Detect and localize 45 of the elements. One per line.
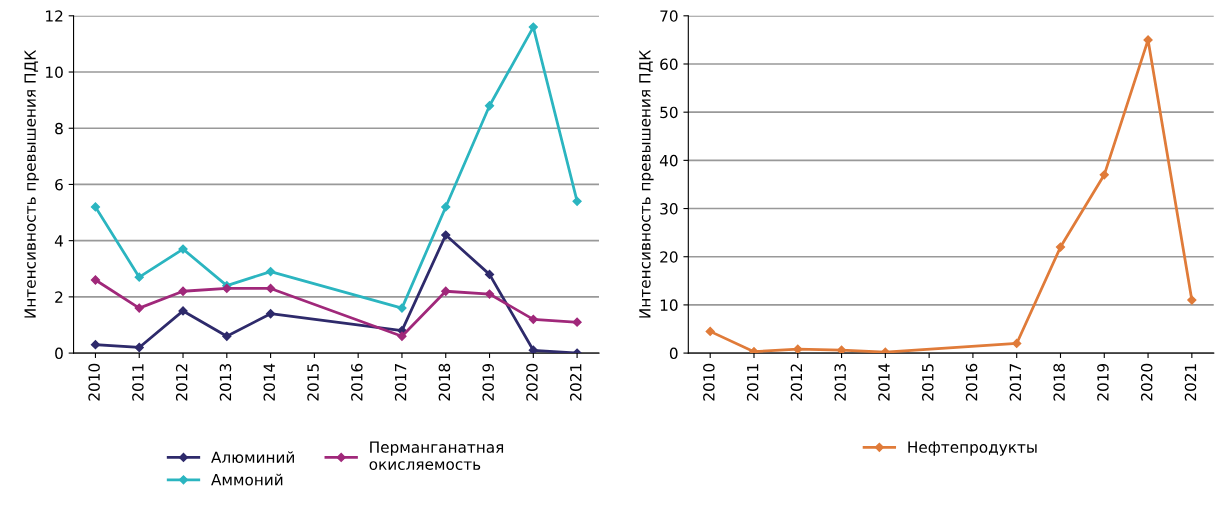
y-tick-label: 2 xyxy=(55,291,63,303)
y-tick-label: 10 xyxy=(46,66,63,79)
y-axis-title: Интенсивность превышения ПДК xyxy=(24,50,39,318)
x-tick-label: 2020 xyxy=(1140,363,1153,401)
x-tick-label: 2017 xyxy=(1009,364,1022,401)
x-tick-label: 2019 xyxy=(482,363,494,401)
y-tick-label: 4 xyxy=(54,235,63,247)
x-tick-label: 2021 xyxy=(1184,364,1197,401)
legend-label: Аммоний xyxy=(211,473,283,486)
y-tick-label: 20 xyxy=(660,251,678,263)
y-axis-title: Интенсивность превышения ПДК xyxy=(639,50,654,318)
x-tick-label: 2018 xyxy=(438,363,451,401)
y-tick-label: 30 xyxy=(660,203,678,215)
x-tick-label: 2011 xyxy=(132,364,144,401)
legend-label: Нефтепродукты xyxy=(908,441,1037,456)
y-tick-label: 12 xyxy=(46,10,63,22)
y-tick-label: 0 xyxy=(55,347,63,360)
x-tick-label: 2013 xyxy=(834,364,846,401)
x-tick-label: 2015 xyxy=(307,364,319,401)
y-tick-label: 70 xyxy=(660,10,678,22)
y-tick-label: 50 xyxy=(660,106,678,119)
x-tick-label: 2021 xyxy=(569,364,582,401)
y-tick-label: 6 xyxy=(55,178,63,191)
x-tick-label: 2011 xyxy=(746,364,759,401)
y-tick-label: 8 xyxy=(55,122,63,135)
x-tick-label: 2019 xyxy=(1097,363,1109,401)
x-tick-label: 2016 xyxy=(965,363,978,401)
x-tick-label: 2013 xyxy=(219,364,232,401)
legend-label: Перманганатная окисляемость xyxy=(369,441,504,470)
x-tick-label: 2010 xyxy=(703,363,715,401)
x-tick-label: 2015 xyxy=(922,364,934,401)
y-tick-label: 10 xyxy=(660,299,678,311)
x-tick-label: 2012 xyxy=(175,364,188,401)
x-tick-label: 2020 xyxy=(526,363,538,401)
x-tick-label: 2016 xyxy=(351,363,363,401)
x-tick-label: 2014 xyxy=(263,363,276,401)
legend-label: Алюминий xyxy=(211,451,294,464)
x-tick-label: 2010 xyxy=(88,363,100,401)
y-tick-label: 0 xyxy=(669,347,678,360)
y-tick-label: 60 xyxy=(660,58,678,71)
y-tick-label: 40 xyxy=(659,154,678,167)
x-tick-label: 2017 xyxy=(394,364,407,401)
x-tick-label: 2014 xyxy=(878,363,890,401)
x-tick-label: 2018 xyxy=(1053,363,1065,401)
x-tick-label: 2012 xyxy=(790,364,803,401)
